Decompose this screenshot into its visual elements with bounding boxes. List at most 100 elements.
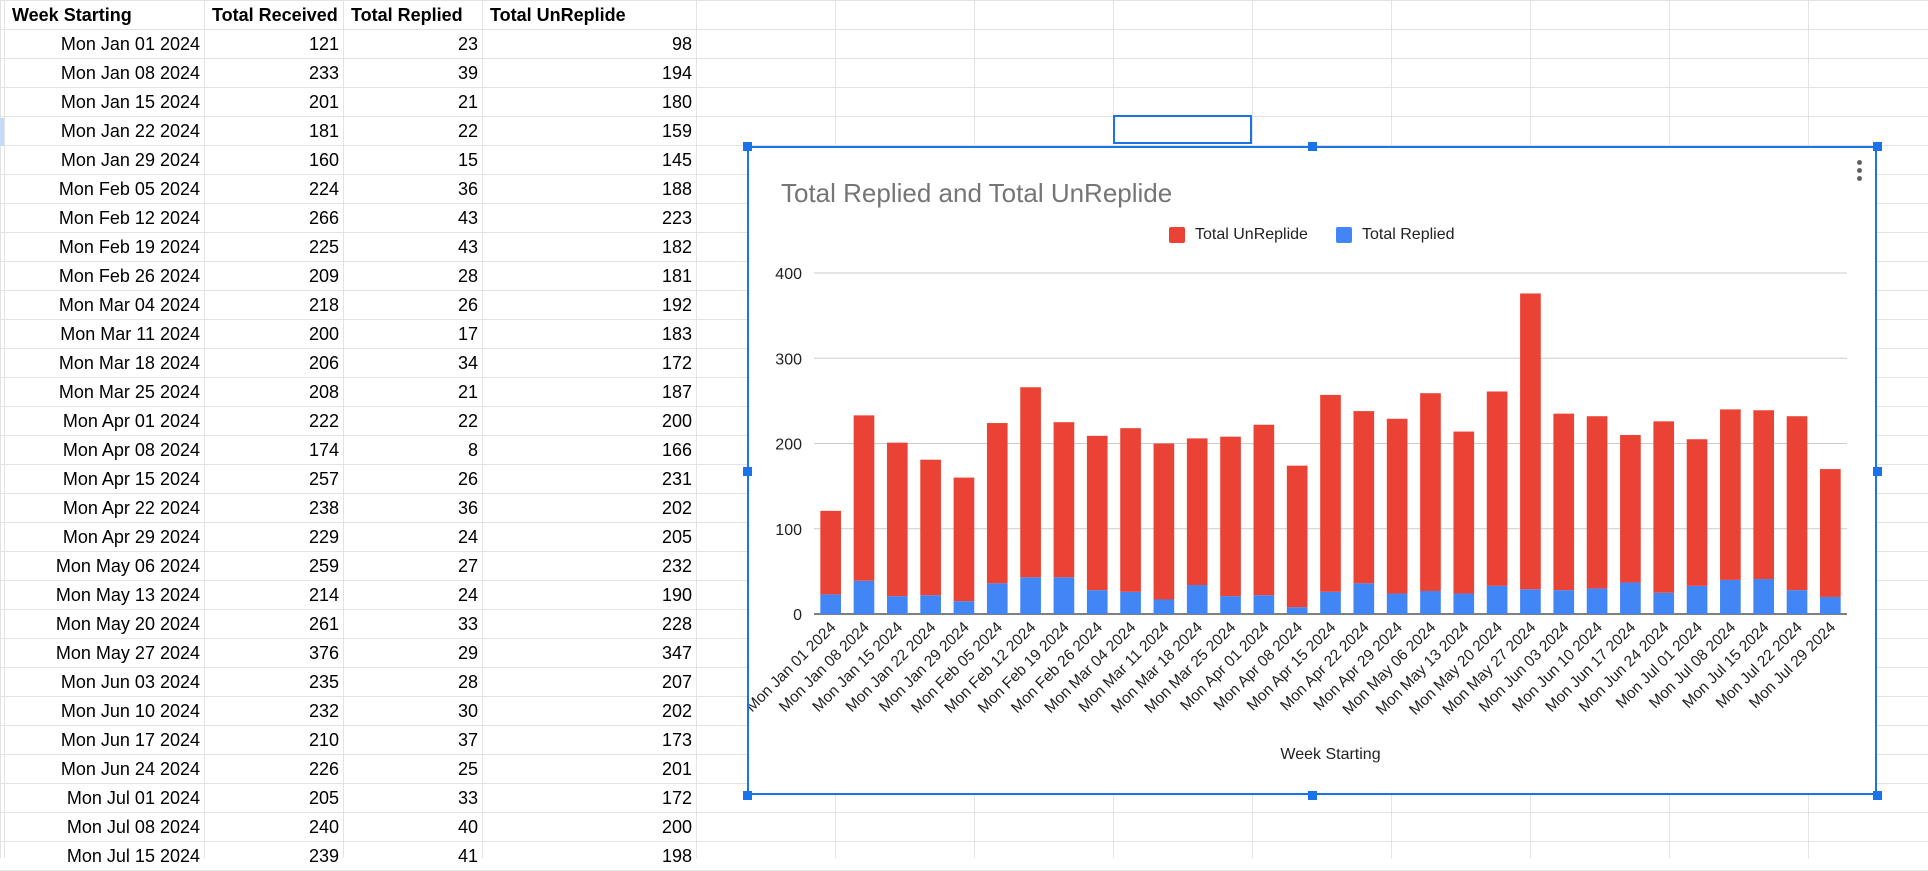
cell-week-starting[interactable]: Mon May 13 2024 — [55, 585, 200, 605]
cell-week-starting[interactable]: Mon Feb 05 2024 — [58, 179, 200, 199]
cell-total-received[interactable]: 218 — [308, 295, 339, 315]
cell-total-replied[interactable]: 28 — [457, 672, 478, 692]
cell-week-starting[interactable]: Mon Mar 11 2024 — [60, 324, 200, 344]
cell-total-replied[interactable]: 21 — [457, 92, 478, 112]
cell-week-starting[interactable]: Mon Jul 01 2024 — [66, 788, 200, 808]
cell-total-received[interactable]: 261 — [308, 614, 339, 634]
cell-total-unreplide[interactable]: 182 — [661, 237, 692, 257]
cell-week-starting[interactable]: Mon Mar 18 2024 — [58, 353, 200, 373]
cell-week-starting[interactable]: Mon Jun 10 2024 — [60, 701, 200, 721]
chart-container[interactable]: Total Replied and Total UnReplide Total … — [743, 142, 1882, 800]
cell-total-unreplide[interactable]: 173 — [661, 730, 692, 750]
cell-total-replied[interactable]: 33 — [457, 788, 478, 808]
cell-total-received[interactable]: 226 — [308, 759, 339, 779]
cell-week-starting[interactable]: Mon Jan 01 2024 — [60, 34, 200, 54]
resize-handle[interactable] — [743, 142, 752, 151]
cell-total-unreplide[interactable]: 198 — [661, 846, 692, 866]
cell-total-unreplide[interactable]: 187 — [661, 382, 692, 402]
cell-total-replied[interactable]: 39 — [457, 63, 478, 83]
cell-total-unreplide[interactable]: 207 — [661, 672, 692, 692]
cell-total-replied[interactable]: 24 — [457, 527, 478, 547]
cell-total-replied[interactable]: 29 — [457, 643, 478, 663]
cell-total-unreplide[interactable]: 172 — [661, 353, 692, 373]
cell-week-starting[interactable]: Mon Jul 15 2024 — [66, 846, 200, 866]
cell-total-unreplide[interactable]: 201 — [661, 759, 692, 779]
cell-total-received[interactable]: 121 — [308, 34, 339, 54]
cell-total-received[interactable]: 208 — [308, 382, 339, 402]
cell-total-unreplide[interactable]: 180 — [661, 92, 692, 112]
cell-total-received[interactable]: 224 — [308, 179, 339, 199]
cell-week-starting[interactable]: Mon Jun 24 2024 — [60, 759, 200, 779]
cell-total-replied[interactable]: 33 — [457, 614, 478, 634]
resize-handle[interactable] — [1308, 791, 1317, 800]
cell-week-starting[interactable]: Mon Jan 15 2024 — [60, 92, 200, 112]
cell-week-starting[interactable]: Mon Jun 17 2024 — [60, 730, 200, 750]
cell-total-replied[interactable]: 23 — [457, 34, 478, 54]
cell-total-unreplide[interactable]: 183 — [661, 324, 692, 344]
cell-total-replied[interactable]: 8 — [467, 440, 478, 460]
header-total-unreplide[interactable]: Total UnReplide — [490, 5, 626, 25]
cell-total-unreplide[interactable]: 232 — [661, 556, 692, 576]
cell-week-starting[interactable]: Mon May 20 2024 — [55, 614, 200, 634]
cell-total-unreplide[interactable]: 190 — [661, 585, 692, 605]
header-total-received[interactable]: Total Received — [212, 5, 338, 25]
cell-total-received[interactable]: 233 — [308, 63, 339, 83]
cell-week-starting[interactable]: Mon May 27 2024 — [55, 643, 200, 663]
cell-week-starting[interactable]: Mon Apr 01 2024 — [62, 411, 200, 431]
cell-total-received[interactable]: 174 — [308, 440, 339, 460]
cell-total-unreplide[interactable]: 205 — [661, 527, 692, 547]
resize-handle[interactable] — [1873, 466, 1882, 476]
cell-total-replied[interactable]: 24 — [457, 585, 478, 605]
resize-handle[interactable] — [1308, 142, 1317, 151]
cell-total-unreplide[interactable]: 172 — [661, 788, 692, 808]
cell-total-unreplide[interactable]: 231 — [661, 469, 692, 489]
cell-total-received[interactable]: 239 — [308, 846, 339, 866]
cell-week-starting[interactable]: Mon Feb 26 2024 — [58, 266, 200, 286]
cell-week-starting[interactable]: Mon Jan 29 2024 — [60, 150, 200, 170]
cell-total-replied[interactable]: 40 — [457, 817, 478, 837]
cell-total-replied[interactable]: 26 — [457, 295, 478, 315]
cell-week-starting[interactable]: Mon Mar 04 2024 — [58, 295, 200, 315]
cell-week-starting[interactable]: Mon May 06 2024 — [55, 556, 200, 576]
cell-week-starting[interactable]: Mon Apr 29 2024 — [62, 527, 200, 547]
cell-week-starting[interactable]: Mon Feb 12 2024 — [58, 208, 200, 228]
cell-total-received[interactable]: 160 — [308, 150, 339, 170]
resize-handle[interactable] — [1873, 791, 1882, 800]
cell-total-received[interactable]: 181 — [308, 121, 339, 141]
cell-total-replied[interactable]: 27 — [457, 556, 478, 576]
cell-total-replied[interactable]: 30 — [457, 701, 478, 721]
cell-total-unreplide[interactable]: 228 — [661, 614, 692, 634]
cell-total-unreplide[interactable]: 347 — [661, 643, 692, 663]
cell-total-replied[interactable]: 34 — [457, 353, 478, 373]
cell-total-replied[interactable]: 41 — [457, 846, 478, 866]
cell-week-starting[interactable]: Mon Apr 22 2024 — [62, 498, 200, 518]
cell-total-received[interactable]: 376 — [308, 643, 339, 663]
header-week-starting[interactable]: Week Starting — [12, 5, 132, 25]
cell-total-received[interactable]: 232 — [308, 701, 339, 721]
cell-total-replied[interactable]: 43 — [457, 208, 478, 228]
cell-total-received[interactable]: 201 — [308, 92, 339, 112]
cell-total-unreplide[interactable]: 202 — [661, 498, 692, 518]
cell-total-received[interactable]: 222 — [308, 411, 339, 431]
cell-total-received[interactable]: 257 — [308, 469, 339, 489]
cell-total-received[interactable]: 205 — [308, 788, 339, 808]
cell-total-replied[interactable]: 17 — [457, 324, 478, 344]
cell-total-unreplide[interactable]: 223 — [661, 208, 692, 228]
cell-total-received[interactable]: 259 — [308, 556, 339, 576]
cell-week-starting[interactable]: Mon Jun 03 2024 — [60, 672, 200, 692]
more-options-icon[interactable] — [1855, 158, 1863, 182]
cell-week-starting[interactable]: Mon Jan 22 2024 — [60, 121, 200, 141]
cell-total-received[interactable]: 209 — [308, 266, 339, 286]
cell-week-starting[interactable]: Mon Mar 25 2024 — [58, 382, 200, 402]
cell-total-replied[interactable]: 21 — [457, 382, 478, 402]
cell-total-received[interactable]: 200 — [308, 324, 339, 344]
cell-total-replied[interactable]: 36 — [457, 498, 478, 518]
cell-total-received[interactable]: 229 — [308, 527, 339, 547]
cell-total-replied[interactable]: 22 — [457, 121, 478, 141]
cell-total-replied[interactable]: 43 — [457, 237, 478, 257]
cell-total-received[interactable]: 225 — [308, 237, 339, 257]
cell-total-unreplide[interactable]: 202 — [661, 701, 692, 721]
cell-total-replied[interactable]: 28 — [457, 266, 478, 286]
resize-handle[interactable] — [1873, 142, 1882, 151]
cell-total-unreplide[interactable]: 192 — [661, 295, 692, 315]
